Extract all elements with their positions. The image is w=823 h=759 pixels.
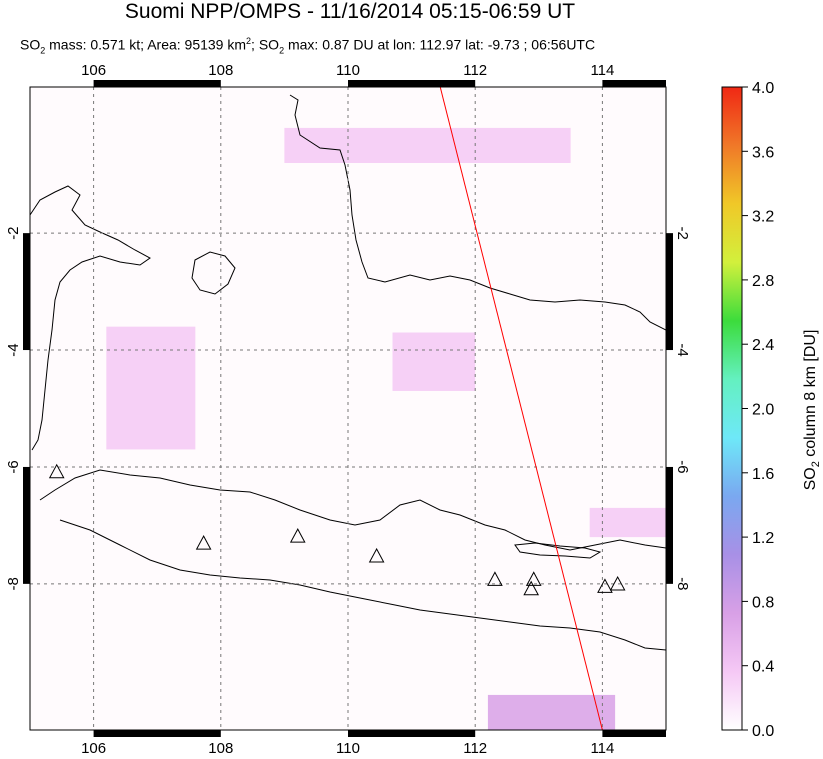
x-tick-label-top: 108 xyxy=(208,62,233,79)
y-tick-label-left: -8 xyxy=(5,577,22,590)
subtitle-mass-prefix: SO xyxy=(20,36,41,53)
colorbar-tick-label: 0.8 xyxy=(752,594,774,611)
volcano-marker xyxy=(525,571,542,586)
frame-tick-top xyxy=(602,80,666,87)
colorbar-tick-label: 2.0 xyxy=(752,402,774,419)
subtitle-max-sub: 2 xyxy=(279,45,285,56)
x-tick-label-top: 114 xyxy=(590,62,614,79)
frame-tick-right xyxy=(666,233,673,351)
subtitle-mass-text: mass: 0.571 kt; Area: 95139 km xyxy=(45,36,247,53)
colorbar-tick-label: 1.2 xyxy=(752,530,774,547)
y-tick-label-left: -6 xyxy=(5,460,22,473)
colorbar-tick-label: 3.6 xyxy=(752,144,774,161)
y-tick-label-right: -6 xyxy=(674,460,691,473)
y-tick-label-left: -2 xyxy=(5,226,22,239)
colorbar-tick-label: 2.8 xyxy=(752,273,774,290)
y-tick-label-right: -4 xyxy=(674,343,691,356)
frame-tick-top xyxy=(93,80,221,87)
orbit-track-line xyxy=(439,86,603,731)
so2-patch xyxy=(589,507,666,538)
coastline-java-north xyxy=(39,469,666,551)
y-tick-label-right: -8 xyxy=(674,577,691,590)
volcano-marker xyxy=(289,528,306,543)
y-tick-label-right: -2 xyxy=(674,226,691,239)
frame-tick-left xyxy=(23,233,30,351)
x-tick-label-top: 112 xyxy=(463,62,487,79)
so2-patch xyxy=(106,326,196,450)
volcano-marker xyxy=(487,571,503,586)
frame-tick-top xyxy=(348,80,476,87)
volcano-layer xyxy=(48,463,626,596)
coastline-madura xyxy=(514,542,602,559)
colorbar-tick-label: 1.6 xyxy=(752,466,774,483)
y-tick-label-left: -4 xyxy=(5,343,22,356)
frame-tick-bottom xyxy=(93,730,221,737)
x-tick-label-top: 106 xyxy=(81,62,106,79)
colorbar-scale xyxy=(721,86,743,731)
subtitle-area-sup: 2 xyxy=(246,36,252,46)
frame-tick-bottom xyxy=(348,730,476,737)
coastline-java-south xyxy=(59,519,666,651)
chart-title: Suomi NPP/OMPS - 11/16/2014 05:15-06:59 … xyxy=(124,0,576,23)
coastline-layer xyxy=(30,94,666,651)
coastline-bangka xyxy=(191,251,236,295)
so2-patch xyxy=(487,694,616,730)
so2-patch xyxy=(284,127,571,163)
volcano-marker xyxy=(597,578,613,593)
chart-subtitle: SO2 mass: 0.571 kt; Area: 95139 km2; SO2… xyxy=(20,36,595,55)
subtitle-mass-sub: 2 xyxy=(40,45,46,56)
so2-patch-layer xyxy=(106,127,666,730)
colorbar-tick-label: 0.4 xyxy=(752,659,774,676)
colorbar-tick-label: 0.0 xyxy=(752,723,774,740)
grid-layer xyxy=(30,87,666,730)
coastline-sumatra xyxy=(30,185,151,451)
coastline-borneo xyxy=(289,94,666,331)
colorbar-tick-label: 2.4 xyxy=(752,337,774,354)
x-tick-label-bottom: 114 xyxy=(590,740,614,757)
subtitle-max-text: max: 0.87 DU at lon: 112.97 lat: -9.73 ;… xyxy=(284,36,596,53)
colorbar-tick-label: 3.2 xyxy=(752,209,774,226)
frame-tick-bottom xyxy=(602,730,666,737)
x-tick-label-top: 110 xyxy=(336,62,360,79)
volcano-marker xyxy=(195,535,212,550)
x-tick-label-bottom: 110 xyxy=(336,740,360,757)
axis-labels: 106 106 108 108 110 110 112 112 114 114 -2 -2 -4 -4 -6… xyxy=(5,62,691,757)
x-tick-label-bottom: 108 xyxy=(208,740,233,757)
x-tick-label-bottom: 112 xyxy=(463,740,487,757)
colorbar-tick-label: 4.0 xyxy=(752,80,774,97)
frame-tick-left xyxy=(23,466,30,584)
colorbar-ticks: 0.0 0.4 0.8 1.2 1.6 2.0 2.4 2.8 3.2 3.6 4.0 xyxy=(742,80,774,740)
frame-tick-right xyxy=(666,466,673,584)
x-tick-label-bottom: 106 xyxy=(81,740,106,757)
subtitle-max-prefix: ; SO xyxy=(251,36,280,53)
map-frame-ticks xyxy=(23,80,673,737)
volcano-marker xyxy=(609,575,626,591)
colorbar-label: SO2 column 8 km [DU] xyxy=(802,330,822,491)
colorbar: 0.0 0.4 0.8 1.2 1.6 2.0 2.4 2.8 3.2 3.6 4.0 SO2 co… xyxy=(721,80,822,740)
so2-patch xyxy=(392,332,476,391)
volcano-marker xyxy=(523,580,540,596)
volcano-marker xyxy=(48,463,65,479)
volcano-marker xyxy=(368,547,385,563)
